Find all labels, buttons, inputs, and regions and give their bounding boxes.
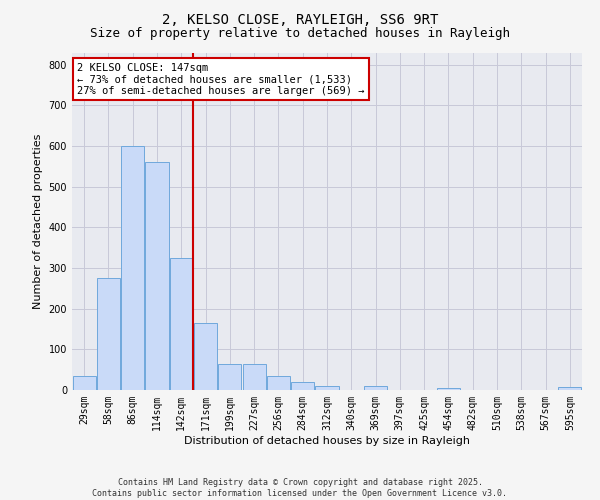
Bar [121,146,144,390]
Text: 2 KELSO CLOSE: 147sqm
← 73% of detached houses are smaller (1,533)
27% of semi-d: 2 KELSO CLOSE: 147sqm ← 73% of detached … [77,62,365,96]
Text: 2, KELSO CLOSE, RAYLEIGH, SS6 9RT: 2, KELSO CLOSE, RAYLEIGH, SS6 9RT [162,12,438,26]
Bar [316,386,338,390]
Bar [170,258,193,390]
Bar [559,386,581,390]
Bar [437,388,460,390]
Bar [145,162,169,390]
Bar [73,376,95,390]
Bar [291,382,314,390]
Bar [218,364,241,390]
Y-axis label: Number of detached properties: Number of detached properties [33,134,43,309]
X-axis label: Distribution of detached houses by size in Rayleigh: Distribution of detached houses by size … [184,436,470,446]
Text: Contains HM Land Registry data © Crown copyright and database right 2025.
Contai: Contains HM Land Registry data © Crown c… [92,478,508,498]
Bar [194,323,217,390]
Bar [364,386,387,390]
Bar [97,278,120,390]
Bar [242,364,266,390]
Text: Size of property relative to detached houses in Rayleigh: Size of property relative to detached ho… [90,28,510,40]
Bar [267,376,290,390]
